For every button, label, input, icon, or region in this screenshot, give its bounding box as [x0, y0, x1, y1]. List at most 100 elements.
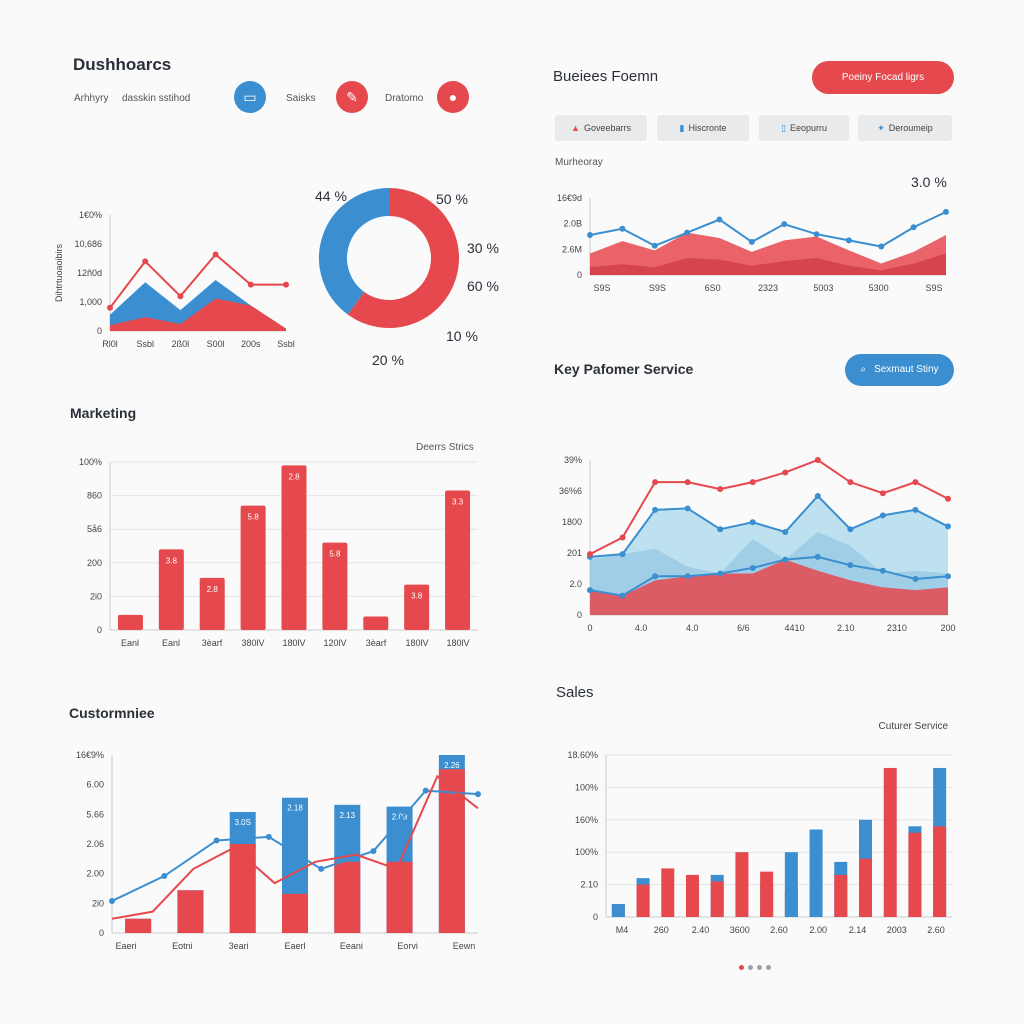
y-axis-label: Dihtrtuoaoibirs: [54, 243, 64, 302]
x-tick-label: 2.60: [927, 925, 945, 935]
x-tick-label: 2ß0l: [172, 339, 190, 349]
bar-red-overlay: [834, 874, 848, 917]
bar-value-label: 2.8: [207, 585, 219, 594]
x-tick-label: S00l: [207, 339, 225, 349]
y-tick-label: 2.0B: [563, 219, 582, 229]
business-tab-1[interactable]: ▲ Goveebarrs: [555, 115, 647, 141]
x-tick-label: M4: [616, 925, 629, 935]
series-blue-line-point: [814, 492, 821, 499]
y-tick-label: 5.66: [86, 809, 104, 819]
page-dot[interactable]: [748, 965, 753, 970]
business-tab-4[interactable]: ✦ Deroumeip: [858, 115, 952, 141]
tab-2-label: Hiscronte: [688, 123, 727, 133]
bar-value-label: 5.8: [248, 513, 260, 522]
x-tick-label: S9S: [593, 283, 610, 293]
business-tab-2[interactable]: ▮ Hiscronte: [657, 115, 749, 141]
series-blue-line-lower-point: [879, 567, 886, 574]
y-tick-label: 18.60%: [567, 750, 598, 760]
series-blue-line-point: [265, 833, 272, 840]
x-tick-label: Eeani: [340, 941, 363, 951]
nav-link-1[interactable]: Arhhyry: [74, 93, 109, 104]
tab-1-icon: ▲: [571, 123, 580, 133]
x-tick-label: 0: [587, 623, 592, 633]
series-blue-line: [589, 210, 947, 248]
x-tick-label: Eewn: [453, 941, 476, 951]
series-blue-line-lower-point: [684, 573, 691, 580]
donut-label-6: 20 %: [372, 352, 404, 368]
series-blue-line-point: [879, 512, 886, 519]
bar-red: [282, 893, 308, 933]
chart-pen-icon[interactable]: ✎: [336, 81, 368, 113]
bar-value-label: 3.0S: [234, 818, 250, 827]
series-blue-line-point: [475, 791, 481, 798]
series-blue-line-point: [370, 848, 377, 855]
series-red-line: [111, 774, 479, 920]
bar-value-label: 5.8: [329, 550, 341, 559]
series-blue-line: [111, 789, 479, 902]
series-blue-line-point: [109, 897, 115, 904]
user-icon[interactable]: ●: [437, 81, 469, 113]
series-red-line: [109, 253, 286, 309]
x-tick-label: Ssbl: [277, 339, 295, 349]
page-dot-active[interactable]: [739, 965, 744, 970]
series-blue-line-point: [652, 506, 659, 513]
x-tick-label: 180lV: [282, 638, 305, 648]
series-red-line-point: [652, 479, 659, 486]
series-blue-line-point: [587, 231, 593, 238]
bar-value-label: 2.08: [392, 813, 408, 822]
series-blue-line-point: [912, 506, 919, 513]
bar-value-label: 3.8: [411, 592, 423, 601]
business-title: Bueiees Foemn: [553, 68, 659, 85]
bar-value-label: 3.8: [166, 556, 178, 565]
pagination-dots[interactable]: [737, 957, 773, 975]
x-tick-label: 3èarf: [202, 638, 223, 648]
series-red-line-point: [684, 479, 691, 486]
series-blue-line-point: [847, 526, 854, 533]
y-tick-label: 860: [87, 491, 102, 501]
bar-red-overlay: [686, 874, 699, 917]
y-tick-label: 0: [593, 912, 598, 922]
briefcase-icon[interactable]: ▭: [234, 81, 266, 113]
series-red-line-point: [912, 479, 919, 486]
series-blue-line-point: [878, 243, 885, 250]
y-tick-label: 160%: [575, 815, 598, 825]
series-blue-line-point: [161, 873, 168, 880]
bar-value-label: 2.18: [287, 804, 303, 813]
series-blue-line-lower-point: [587, 587, 593, 594]
bar-red: [125, 918, 152, 933]
business-tab-3[interactable]: ▯ Eeopurru: [759, 115, 849, 141]
page-dot[interactable]: [766, 965, 771, 970]
x-tick-label: 120lV: [323, 638, 346, 648]
x-tick-label: 5003: [813, 283, 833, 293]
bar: [158, 549, 184, 630]
marketing-title: Marketing: [70, 405, 137, 421]
y-tick-label: 2i0: [90, 591, 102, 601]
series-blue-line-point: [716, 216, 723, 223]
y-tick-label: 1800: [562, 517, 582, 527]
y-tick-label: 100%: [575, 847, 598, 857]
page-dot[interactable]: [757, 965, 762, 970]
sales-title: Sales: [556, 684, 594, 701]
x-tick-label: 380lV: [241, 638, 264, 648]
x-tick-label: Eaeri: [115, 941, 136, 951]
series-red-line-point: [717, 486, 724, 493]
bar: [281, 465, 307, 630]
x-tick-label: Eotni: [172, 941, 193, 951]
nav-link-2[interactable]: dasskin sstihod: [122, 93, 191, 104]
y-tick-label: 1,000: [79, 297, 102, 307]
series-blue-line-point: [717, 526, 724, 533]
x-tick-label: 3600: [730, 925, 750, 935]
key-search-button[interactable]: ⌕ Sexmaut Stiny: [845, 354, 954, 386]
icon-label-1: Saisks: [286, 93, 316, 104]
business-sublabel: Murheoray: [555, 157, 603, 168]
series-blue-line-point: [748, 238, 755, 245]
key-area-chart: 39% 36%6 1800 201 2.0 00 4.0 4.0 6/6 4410 2.10 2310…: [559, 455, 956, 633]
x-tick-label: 6/6: [737, 623, 750, 633]
bar: [445, 490, 471, 630]
series-red-line-point: [814, 457, 821, 463]
business-button[interactable]: Poeiny Focad ligrs: [812, 61, 954, 94]
search-icon: ⌕: [860, 364, 867, 375]
donut-slice: [319, 188, 390, 315]
marketing-bar-chart: 100% 860 5å6 200 2i0 0 Eanl Eanl 3èarf 380lV 180lV…: [79, 457, 478, 648]
y-tick-label: 100%: [575, 782, 598, 792]
